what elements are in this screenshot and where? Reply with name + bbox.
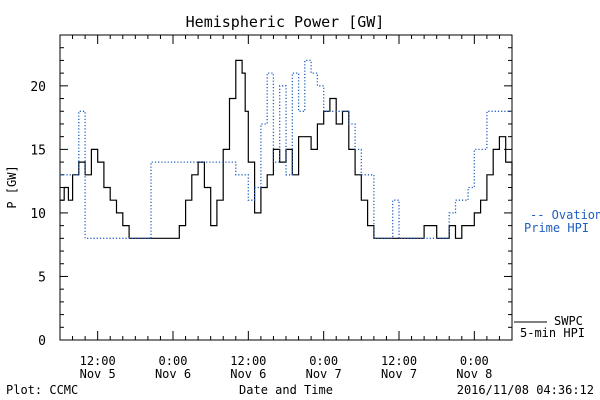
legend-swpc-line1: SWPC xyxy=(554,314,583,328)
x-tick-label: 12:00 xyxy=(381,354,417,368)
legend-swpc: SWPC 5-min HPI xyxy=(514,314,585,340)
legend-swpc-line2: 5-min HPI xyxy=(520,326,585,340)
x-tick-label-date: Nov 6 xyxy=(155,367,191,381)
y-tick-label: 10 xyxy=(30,207,46,222)
y-tick-label: 15 xyxy=(30,143,46,158)
x-tick-label: 0:00 xyxy=(159,354,188,368)
chart-title: Hemispheric Power [GW] xyxy=(186,13,385,31)
x-tick-label-date: Nov 7 xyxy=(306,367,342,381)
x-tick-label-date: Nov 7 xyxy=(381,367,417,381)
plot-frame xyxy=(59,34,513,341)
x-tick-label: 12:00 xyxy=(230,354,266,368)
y-axis: 0 5 10 15 20 xyxy=(30,34,512,349)
y-tick-label: 5 xyxy=(38,270,46,285)
x-tick-label: 0:00 xyxy=(309,354,338,368)
legend-ovation-line2: Prime HPI xyxy=(524,221,589,235)
y-tick-label: 0 xyxy=(38,334,46,349)
series-ovation-line xyxy=(60,59,512,239)
footer-left: Plot: CCMC xyxy=(6,383,78,397)
x-tick-label: 12:00 xyxy=(80,354,116,368)
x-tick-label-date: Nov 6 xyxy=(230,367,266,381)
x-tick-label: 0:00 xyxy=(460,354,489,368)
x-tick-label-date: Nov 5 xyxy=(80,367,116,381)
footer-right: 2016/11/08 04:36:12 xyxy=(457,383,594,397)
x-axis-label: Date and Time xyxy=(239,383,333,397)
legend-ovation: -- Ovation Prime HPI xyxy=(524,208,600,235)
y-tick-label: 20 xyxy=(30,80,46,95)
legend-ovation-line1: -- Ovation xyxy=(530,208,600,222)
series-layer xyxy=(60,59,513,239)
x-tick-label-date: Nov 8 xyxy=(456,367,492,381)
y-axis-label: P [GW] xyxy=(5,165,19,208)
